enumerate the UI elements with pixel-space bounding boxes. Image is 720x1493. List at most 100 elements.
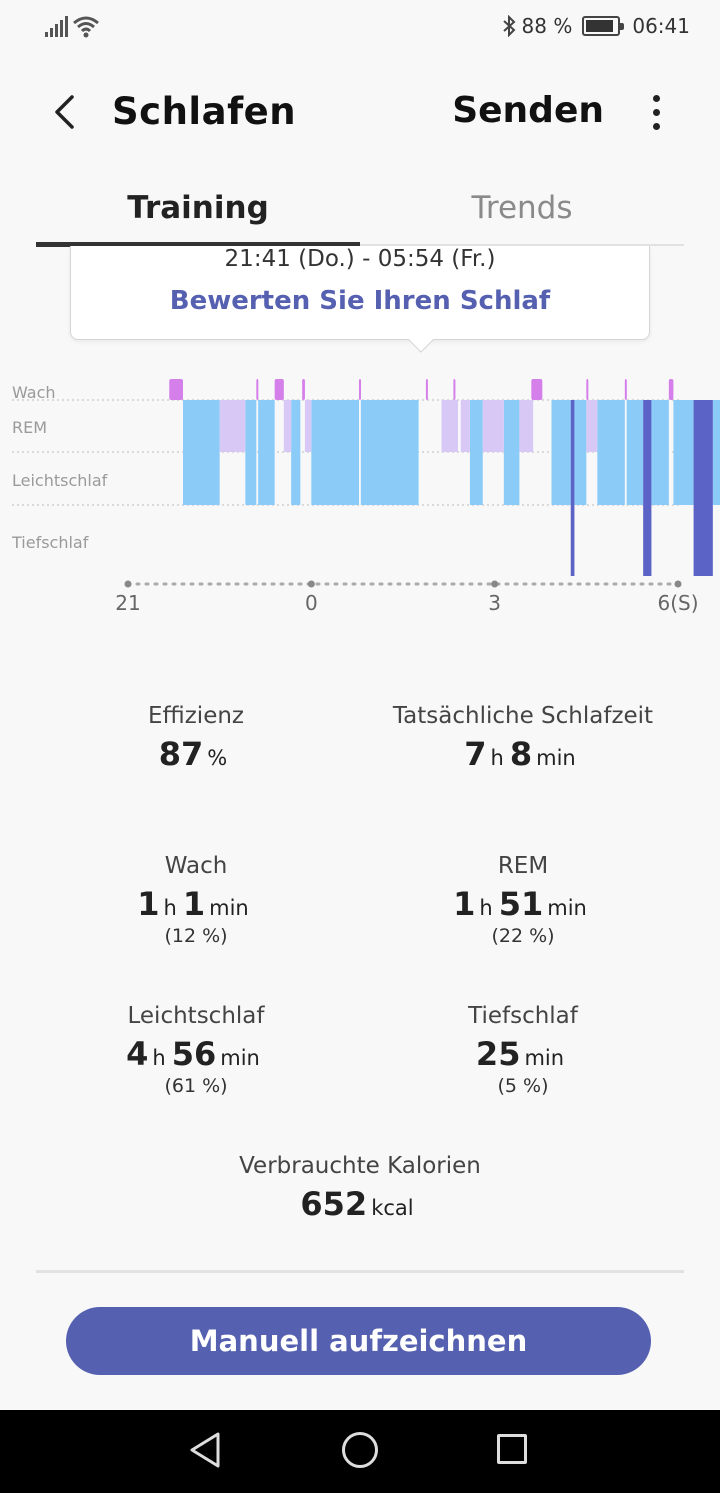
stat-label: Leichtschlaf [127, 1003, 265, 1029]
stat-label: Tatsächliche Schlafzeit [392, 703, 654, 729]
battery-percent: 88 % [521, 14, 573, 38]
more-options-button[interactable] [640, 90, 672, 134]
sleep-segment-leichtschlaf [291, 400, 301, 505]
tab-training[interactable]: Training [127, 190, 269, 226]
stat-rem: REM 1 h 51 min (22 %) [358, 853, 688, 947]
stat-light-sleep: Leichtschlaf 4 h 56 min (61 %) [31, 1003, 361, 1097]
sleep-segment-rem [219, 400, 246, 452]
sleep-segment-leichtschlaf [469, 400, 483, 505]
sleep-time-range: 21:41 (Do.) - 05:54 (Fr.) [224, 246, 496, 272]
sleep-segment-wach [668, 379, 674, 400]
sleep-segment-rem [460, 400, 470, 452]
stat-percent: (5 %) [497, 1075, 549, 1097]
stage-label: Leichtschlaf [12, 471, 108, 490]
tooltip-arrow [408, 327, 434, 353]
sleep-segment-leichtschlaf [574, 400, 587, 505]
stat-actual-sleep: Tatsächliche Schlafzeit 7 h 8 min [358, 703, 688, 773]
nav-home-icon[interactable] [342, 1432, 378, 1468]
back-arrow-icon [55, 95, 74, 129]
stat-value: 25 min [475, 1035, 565, 1073]
page-title: Schlafen [112, 90, 297, 133]
sleep-segment-rem [441, 400, 458, 452]
stat-label: Effizienz [147, 703, 245, 729]
stage-label: Tiefschlaf [11, 533, 89, 552]
battery-icon [582, 16, 625, 36]
sleep-segment-leichtschlaf [626, 400, 644, 505]
stat-percent: (61 %) [164, 1075, 228, 1097]
sleep-segment-wach [256, 379, 259, 400]
sleep-segment-wach [453, 379, 456, 400]
stat-value: 1 h 51 min [453, 885, 587, 923]
stat-value: 1 h 1 min [137, 885, 249, 923]
stat-label: REM [497, 853, 549, 879]
x-tick-label: 21 [115, 591, 140, 615]
sleep-segment-leichtschlaf [245, 400, 257, 505]
cellular-signal-icon [45, 16, 68, 37]
sleep-segment-tiefschlaf [570, 400, 575, 576]
wifi-icon [73, 16, 99, 38]
stat-label: Tiefschlaf [468, 1003, 578, 1029]
stat-percent: (12 %) [164, 925, 228, 947]
system-nav-bar [0, 1410, 720, 1493]
stat-value: 4 h 56 min [126, 1035, 260, 1073]
stat-calories: Verbrauchte Kalorien 652 kcal [195, 1153, 525, 1223]
sleep-segment-leichtschlaf [183, 400, 220, 505]
record-manually-button[interactable]: Manuell aufzeichnen [66, 1307, 651, 1375]
stat-percent: (22 %) [491, 925, 555, 947]
back-button[interactable] [44, 88, 84, 136]
x-tick [674, 580, 682, 588]
sleep-segment-leichtschlaf [673, 400, 694, 505]
sleep-segment-wach [531, 379, 543, 400]
sleep-segment-wach [425, 379, 428, 400]
sleep-segment-rem [304, 400, 312, 452]
status-right: 88 % 06:41 [502, 14, 690, 38]
x-tick [124, 580, 132, 588]
sleep-segment-tiefschlaf [693, 400, 713, 576]
app-header: Schlafen Senden [0, 80, 720, 144]
x-tick-label: 3 [488, 591, 501, 615]
sleep-segment-wach [586, 379, 589, 400]
send-button[interactable]: Senden [452, 90, 604, 131]
sleep-segment-wach [274, 379, 284, 400]
sleep-segment-wach [302, 379, 305, 400]
stat-label: Wach [164, 853, 228, 879]
x-tick-label: 6(S) [657, 591, 698, 615]
stat-value: 87% [158, 735, 228, 773]
sleep-segment-leichtschlaf [651, 400, 669, 505]
sleep-segment-tiefschlaf [643, 400, 652, 576]
stat-awake: Wach 1 h 1 min (12 %) [31, 853, 361, 947]
stat-efficiency: Effizienz 87% [31, 703, 361, 773]
sleep-segment-rem [482, 400, 504, 452]
bluetooth-icon [502, 15, 515, 37]
divider [36, 1270, 684, 1273]
stat-value: 652 kcal [300, 1185, 414, 1223]
tab-trends[interactable]: Trends [471, 190, 573, 226]
tab-indicator [36, 242, 360, 247]
rate-sleep-link[interactable]: Bewerten Sie Ihren Schlaf [169, 286, 551, 316]
stage-label: REM [12, 418, 47, 437]
status-bar: 88 % 06:41 [0, 0, 720, 56]
nav-recent-apps-icon[interactable] [497, 1434, 527, 1464]
x-tick [307, 580, 315, 588]
sleep-segment-wach [359, 379, 361, 400]
sleep-segment-leichtschlaf [551, 400, 571, 505]
sleep-segment-wach [624, 379, 627, 400]
sleep-segment-rem [283, 400, 292, 452]
nav-back-icon[interactable] [188, 1430, 224, 1470]
sleep-segment-leichtschlaf [712, 400, 720, 505]
sleep-segment-leichtschlaf [360, 400, 419, 505]
sleep-segment-rem [586, 400, 598, 452]
tab-bar: Training Trends [36, 180, 684, 247]
sleep-segment-leichtschlaf [503, 400, 520, 505]
stat-label: Verbrauchte Kalorien [239, 1153, 481, 1179]
sleep-segment-leichtschlaf [258, 400, 275, 505]
clock: 06:41 [632, 14, 690, 38]
sleep-tooltip: 21:41 (Do.) - 05:54 (Fr.) Bewerten Sie I… [70, 246, 650, 353]
stage-label: Wach [12, 383, 56, 402]
stat-value: 7 h 8 min [464, 735, 576, 773]
sleep-segment-leichtschlaf [597, 400, 625, 505]
sleep-segment-wach [169, 379, 183, 400]
stat-deep-sleep: Tiefschlaf 25 min (5 %) [358, 1003, 688, 1097]
sleep-segment-leichtschlaf [311, 400, 359, 505]
x-tick-label: 0 [305, 591, 318, 615]
